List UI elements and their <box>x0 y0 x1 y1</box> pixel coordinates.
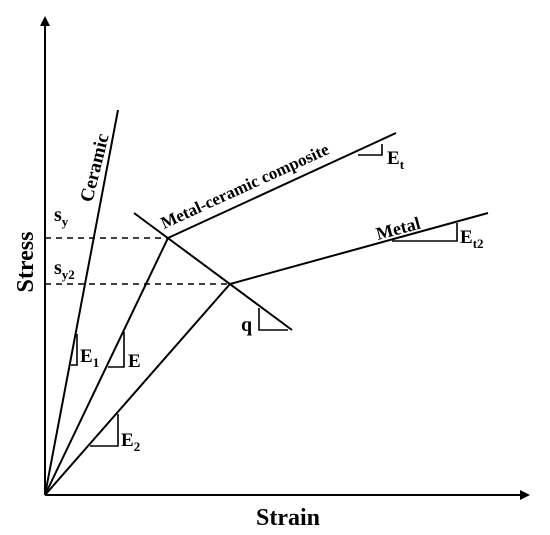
E-slope-triangle <box>108 332 125 368</box>
E-label: E <box>128 351 141 372</box>
sy2-label: sy2 <box>54 257 75 282</box>
Et-slope-triangle <box>358 144 383 156</box>
x-axis-label: Strain <box>256 505 320 531</box>
Et2-label: Et2 <box>460 227 484 251</box>
E1-label: E1 <box>80 346 99 370</box>
metal-label: Metal <box>374 213 423 244</box>
ceramic-line <box>44 109 119 496</box>
sy-label: sy <box>54 204 69 229</box>
y-axis-label: Stress <box>13 232 39 293</box>
composite-label: Metal-ceramic composite <box>158 139 333 232</box>
E2-label: E2 <box>121 430 140 454</box>
ceramic-label: Ceramic <box>76 132 113 205</box>
q-label: q <box>241 314 252 336</box>
Et2-slope-triangle <box>392 223 458 242</box>
theta-line <box>133 212 293 331</box>
E2-slope-triangle <box>90 414 119 447</box>
Et-label: Et <box>387 148 405 172</box>
E1-slope-triangle <box>71 334 78 366</box>
q-slope-triangle <box>258 308 288 331</box>
